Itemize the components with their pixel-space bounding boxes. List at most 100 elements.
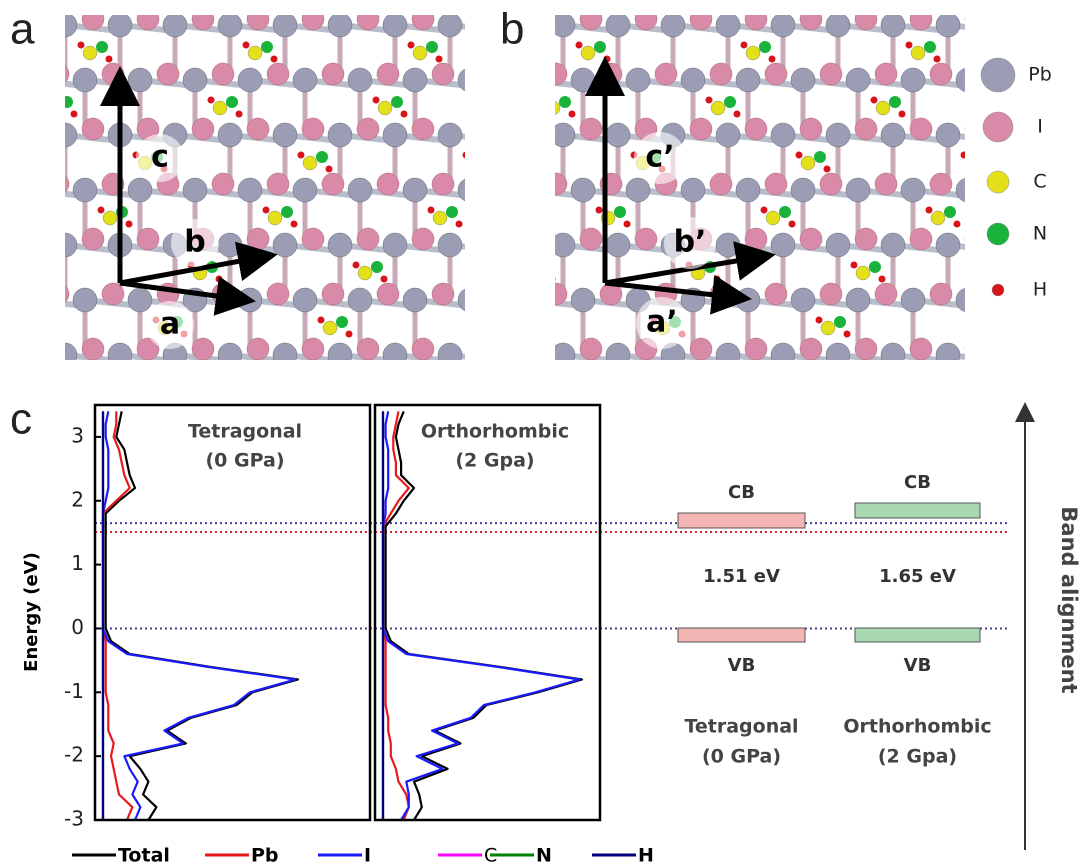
atom: [302, 8, 324, 30]
atom: [137, 228, 159, 250]
atom: [383, 233, 407, 257]
atom: [357, 228, 379, 250]
cb-box: [678, 513, 805, 528]
atom: [979, 151, 991, 163]
atom: [521, 262, 528, 269]
legend-label: Pb: [1028, 64, 1052, 86]
atom: [353, 262, 360, 269]
atom: [281, 206, 293, 218]
atom: [875, 283, 897, 305]
vb-label: VB: [728, 655, 756, 676]
vb-box: [855, 628, 980, 642]
panel-title: (2 Gpa): [455, 450, 534, 472]
atom: [243, 42, 250, 49]
bond: [1003, 355, 1058, 361]
atom: [268, 211, 282, 225]
atom: [493, 343, 517, 367]
atom: [910, 8, 932, 30]
atom: [61, 96, 73, 108]
atom: [373, 97, 380, 104]
atom: [801, 156, 815, 170]
atom: [293, 178, 317, 202]
atom: [192, 8, 214, 30]
atom: [408, 42, 415, 49]
atom: [1020, 8, 1042, 30]
atom: [357, 338, 379, 360]
vb-label: VB: [904, 655, 932, 676]
atom: [377, 63, 399, 85]
atom: [855, 118, 877, 140]
atom: [965, 228, 987, 250]
gap-label: 1.51 eV: [703, 566, 780, 587]
atom: [545, 63, 567, 85]
atom: [876, 101, 890, 115]
atom: [518, 262, 525, 269]
atom: [487, 283, 509, 305]
atom: [581, 46, 595, 60]
atom: [491, 166, 498, 173]
atom: [936, 13, 960, 37]
atom: [487, 63, 509, 85]
atom: [594, 371, 606, 383]
atom: [128, 68, 152, 92]
atom: [126, 221, 133, 228]
atom: [821, 321, 835, 335]
atom: [328, 13, 352, 37]
atom: [438, 13, 462, 37]
atom: [428, 207, 435, 214]
atom: [581, 376, 595, 390]
atom: [926, 207, 933, 214]
atom: [734, 111, 741, 118]
atom: [413, 46, 427, 60]
atom: [800, 118, 822, 140]
atom: [358, 266, 372, 280]
atom: [881, 343, 905, 367]
atom: [293, 68, 317, 92]
atom: [999, 316, 1011, 328]
atom: [526, 266, 540, 280]
atom: [826, 13, 850, 37]
atom: [779, 206, 791, 218]
atom: [27, 118, 49, 140]
legend-label: N: [1033, 223, 1047, 245]
atom: [1020, 338, 1042, 360]
atom: [271, 56, 278, 63]
atom: [218, 123, 242, 147]
atom: [163, 13, 187, 37]
atom: [436, 56, 443, 63]
atom: [576, 42, 583, 49]
band-alignment: Band alignment CB1.51 eVVBTetragonal(0 G…: [678, 412, 1081, 850]
atom: [771, 13, 795, 37]
atom: [538, 97, 545, 104]
atom: [522, 228, 544, 250]
atom: [247, 228, 269, 250]
atom: [458, 68, 482, 92]
atom: [681, 68, 705, 92]
bond: [1023, 190, 1078, 196]
atom: [541, 97, 548, 104]
atom: [218, 13, 242, 37]
atom: [27, 338, 49, 360]
atom: [73, 68, 97, 92]
atom: [706, 97, 713, 104]
atom: [889, 96, 901, 108]
atom: [18, 178, 42, 202]
dos-line: [383, 411, 409, 820]
panel-title: (0 GPa): [205, 450, 284, 472]
cb-label: CB: [904, 472, 931, 493]
atom: [580, 338, 602, 360]
atom: [826, 233, 850, 257]
atom: [834, 316, 846, 328]
y-tick-label: -2: [64, 743, 84, 767]
panel-label: b: [500, 5, 524, 54]
atom: [954, 221, 961, 228]
atom: [956, 288, 980, 312]
atom: [212, 173, 234, 195]
atom: [525, 228, 547, 250]
atom: [525, 338, 547, 360]
bond: [10, 245, 65, 251]
atom: [263, 207, 270, 214]
atom: [212, 63, 234, 85]
atom-legend: PbICNH: [981, 58, 1052, 301]
phase-label: (0 GPa): [702, 746, 781, 768]
